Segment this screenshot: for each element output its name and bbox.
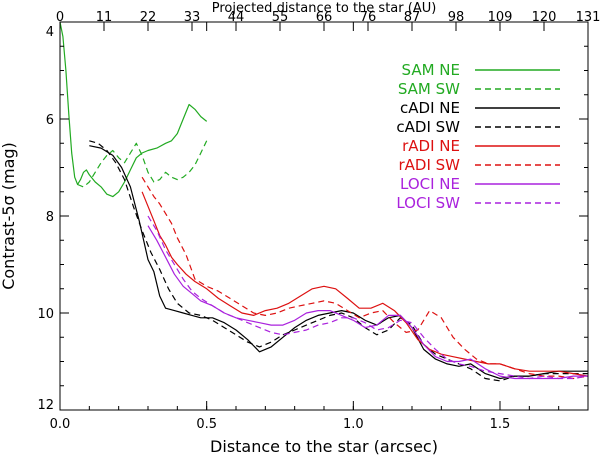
x-axis-title: Distance to the star (arcsec) (210, 437, 438, 456)
plot-frame (59, 21, 589, 411)
x-tick-label: 1.5 (490, 417, 511, 432)
series-layer (59, 21, 589, 382)
legend-label: cADI NE (400, 99, 460, 117)
x-tick-label: 1.0 (343, 417, 364, 432)
x-tick-label: 0.0 (50, 417, 71, 432)
y-tick-label: 4 (46, 25, 54, 40)
y-axis-title: Contrast-5σ (mag) (0, 142, 18, 290)
legend-label: SAM SW (398, 80, 460, 98)
x2-tick-label: 120 (532, 10, 557, 25)
series-line-5 (141, 176, 589, 380)
legend-label: rADI SW (398, 156, 460, 174)
y-tick-label: 12 (37, 398, 54, 413)
series-line-7 (147, 215, 589, 380)
y-tick-label: 10 (37, 307, 54, 322)
legend-label: SAM NE (402, 61, 460, 79)
y-tick-label: 8 (46, 210, 54, 225)
x2-tick-label: 33 (184, 10, 201, 25)
x2-tick-label: 131 (576, 10, 600, 25)
x2-tick-label: 98 (448, 10, 465, 25)
series-line-0 (59, 21, 208, 198)
x2-tick-label: 55 (272, 10, 289, 25)
legend-label: LOCI NE (400, 175, 460, 193)
x2-tick-label: 87 (404, 10, 421, 25)
series-line-6 (147, 225, 588, 380)
series-line-1 (77, 140, 208, 188)
series-line-2 (89, 145, 588, 380)
x-tick-label: 0.5 (196, 417, 217, 432)
top-axis-title: Projected distance to the star (AU) (212, 1, 437, 16)
x2-tick-label: 76 (360, 10, 377, 25)
x2-tick-label: 66 (316, 10, 333, 25)
x2-tick-label: 44 (228, 10, 245, 25)
y-tick-label: 6 (46, 113, 54, 128)
x2-tick-label: 109 (488, 10, 513, 25)
legend-label: rADI NE (402, 137, 460, 155)
x2-tick-label: 11 (96, 10, 113, 25)
x2-tick-label: 0 (56, 10, 64, 25)
series-line-3 (89, 140, 588, 382)
x2-tick-label: 22 (140, 10, 157, 25)
legend-label: cADI SW (396, 118, 460, 136)
axes-layer (59, 21, 589, 411)
series-line-4 (141, 191, 589, 377)
legend-label: LOCI SW (396, 194, 460, 212)
